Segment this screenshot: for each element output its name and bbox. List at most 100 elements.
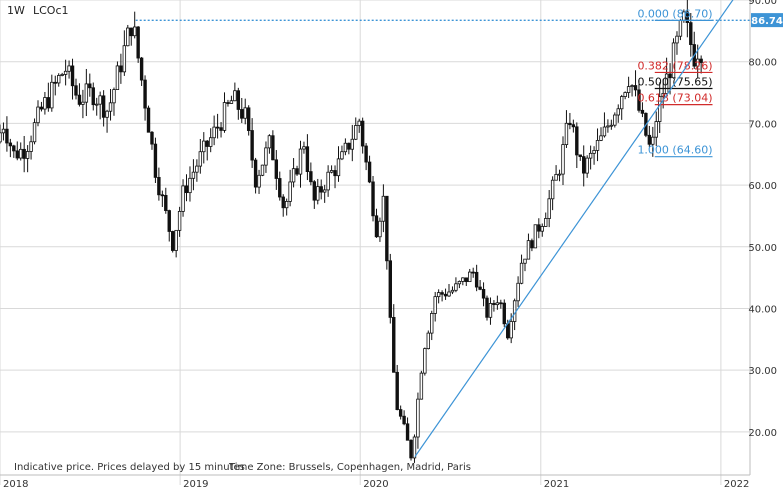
candle-body[interactable]: [695, 58, 700, 67]
candle-body[interactable]: [29, 141, 33, 152]
candle-body[interactable]: [450, 289, 455, 293]
candle-body[interactable]: [661, 93, 665, 98]
candle-body[interactable]: [240, 109, 244, 119]
candle-body[interactable]: [343, 142, 348, 153]
candle-body[interactable]: [77, 94, 82, 105]
candle-body[interactable]: [595, 140, 600, 151]
candle-body[interactable]: [153, 143, 158, 178]
candle-body[interactable]: [423, 348, 427, 374]
candle-body[interactable]: [329, 170, 334, 173]
candle-body[interactable]: [15, 150, 19, 159]
candle-body[interactable]: [191, 171, 196, 179]
candle-body[interactable]: [119, 65, 123, 73]
candle-body[interactable]: [385, 195, 389, 262]
candle-body[interactable]: [222, 102, 227, 131]
candle-body[interactable]: [516, 282, 520, 302]
candle-body[interactable]: [333, 170, 337, 177]
candle-body[interactable]: [633, 85, 638, 91]
candle-body[interactable]: [188, 177, 192, 194]
candle-body[interactable]: [126, 27, 130, 47]
candle-body[interactable]: [347, 142, 351, 150]
candle-body[interactable]: [609, 124, 614, 127]
candle-body[interactable]: [257, 174, 261, 188]
candle-body[interactable]: [25, 151, 30, 159]
candle-body[interactable]: [316, 186, 320, 201]
candle-body[interactable]: [260, 164, 265, 176]
candle-body[interactable]: [170, 231, 175, 251]
candle-body[interactable]: [53, 81, 57, 84]
candle-body[interactable]: [12, 145, 16, 152]
candle-body[interactable]: [274, 159, 279, 179]
candle-body[interactable]: [447, 291, 451, 297]
candle-body[interactable]: [613, 114, 617, 126]
candle-body[interactable]: [208, 137, 213, 147]
candle-body[interactable]: [57, 75, 61, 84]
candle-body[interactable]: [416, 398, 420, 438]
candle-body[interactable]: [557, 173, 562, 176]
candle-body[interactable]: [381, 195, 386, 222]
candle-body[interactable]: [671, 42, 676, 79]
candle-body[interactable]: [150, 131, 154, 145]
candle-body[interactable]: [530, 240, 534, 249]
candle-body[interactable]: [133, 26, 137, 37]
candle-body[interactable]: [236, 90, 241, 110]
candle-body[interactable]: [215, 126, 220, 129]
candle-body[interactable]: [526, 240, 531, 260]
candle-body[interactable]: [685, 11, 690, 23]
candle-body[interactable]: [395, 371, 399, 410]
candle-body[interactable]: [298, 148, 303, 175]
candle-body[interactable]: [392, 317, 396, 373]
candle-body[interactable]: [146, 107, 151, 133]
candle-body[interactable]: [36, 106, 40, 124]
candle-body[interactable]: [295, 168, 299, 175]
candle-body[interactable]: [319, 186, 323, 193]
candle-body[interactable]: [678, 20, 683, 37]
candle-body[interactable]: [585, 157, 589, 174]
candle-body[interactable]: [412, 436, 417, 459]
candle-body[interactable]: [108, 102, 113, 112]
candle-body[interactable]: [81, 101, 85, 105]
candle-body[interactable]: [647, 134, 652, 145]
candle-body[interactable]: [164, 194, 168, 211]
candle-body[interactable]: [499, 302, 503, 305]
candle-body[interactable]: [122, 45, 127, 73]
candle-body[interactable]: [284, 201, 289, 209]
candle-body[interactable]: [88, 83, 92, 89]
symbol-label[interactable]: LCOc1: [33, 4, 69, 17]
candle-body[interactable]: [443, 293, 448, 297]
candle-body[interactable]: [160, 194, 165, 197]
candle-body[interactable]: [426, 332, 430, 350]
candle-body[interactable]: [278, 178, 282, 198]
fibonacci-retracement[interactable]: 0.000 (86.70) 0.382 (78.26) 0.500 (75.65) 0…: [135, 7, 750, 158]
candle-body[interactable]: [519, 262, 524, 284]
candle-body[interactable]: [623, 92, 627, 97]
candle-body[interactable]: [105, 110, 109, 118]
candle-body[interactable]: [474, 271, 479, 288]
candle-body[interactable]: [205, 140, 209, 147]
candle-body[interactable]: [336, 158, 341, 177]
candle-body[interactable]: [582, 156, 586, 174]
candle-body[interactable]: [19, 148, 23, 159]
candle-body[interactable]: [571, 124, 576, 128]
candle-body[interactable]: [360, 120, 365, 147]
candle-body[interactable]: [271, 135, 275, 161]
candle-body[interactable]: [243, 107, 247, 119]
candle-body[interactable]: [689, 22, 693, 45]
candle-body[interactable]: [540, 226, 544, 232]
candle-body[interactable]: [533, 224, 538, 249]
candle-body[interactable]: [454, 283, 458, 291]
candle-body[interactable]: [658, 96, 662, 122]
candle-body[interactable]: [1, 128, 6, 134]
candle-body[interactable]: [630, 85, 634, 88]
candle-body[interactable]: [177, 210, 182, 231]
candle-body[interactable]: [112, 89, 116, 104]
candle-body[interactable]: [592, 149, 596, 154]
candle-body[interactable]: [309, 171, 313, 183]
candle-body[interactable]: [561, 144, 565, 175]
candle-body[interactable]: [616, 108, 620, 116]
candle-body[interactable]: [357, 120, 361, 126]
candle-body[interactable]: [340, 151, 344, 160]
candle-body[interactable]: [219, 127, 223, 131]
candle-body[interactable]: [143, 79, 147, 109]
